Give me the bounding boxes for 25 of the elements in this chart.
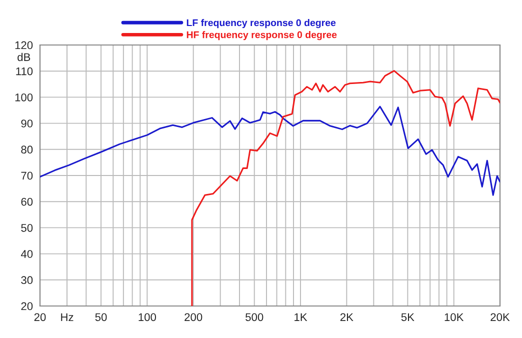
text: LF frequency response 0 degree — [186, 19, 336, 28]
x-tick-label: 2K — [340, 313, 354, 321]
y-tick-label: 40 — [20, 250, 33, 258]
x-tick-label: Hz — [61, 313, 74, 321]
y-tick-label: 100 — [15, 93, 33, 102]
x-tick-label: 20 — [34, 313, 46, 322]
y-tick-label: 120 — [15, 41, 33, 50]
x-tick-label: 20K — [490, 313, 510, 322]
y-axis-title: dB — [18, 52, 30, 62]
x-tick-label: 200 — [184, 313, 202, 322]
x-tick-label: 1K — [294, 313, 308, 321]
y-tick-label: 90 — [21, 120, 33, 128]
x-tick-label: 500 — [246, 313, 264, 322]
y-tick-label: 60 — [21, 198, 33, 206]
x-tick-label: 100 — [138, 313, 156, 322]
x-tick-label: 50 — [95, 313, 107, 322]
x-tick-label: 10K — [444, 313, 464, 322]
y-tick-label: 80 — [21, 146, 33, 154]
y-tick-label: 30 — [21, 276, 33, 284]
y-tick-label: 50 — [21, 224, 33, 232]
x-tick-label: 5K — [401, 313, 414, 322]
y-tick-label: 70 — [21, 172, 33, 180]
y-tick-label: 20 — [21, 302, 33, 310]
text: HF frequency response 0 degree — [186, 31, 337, 40]
y-tick-label: 110 — [16, 67, 33, 76]
